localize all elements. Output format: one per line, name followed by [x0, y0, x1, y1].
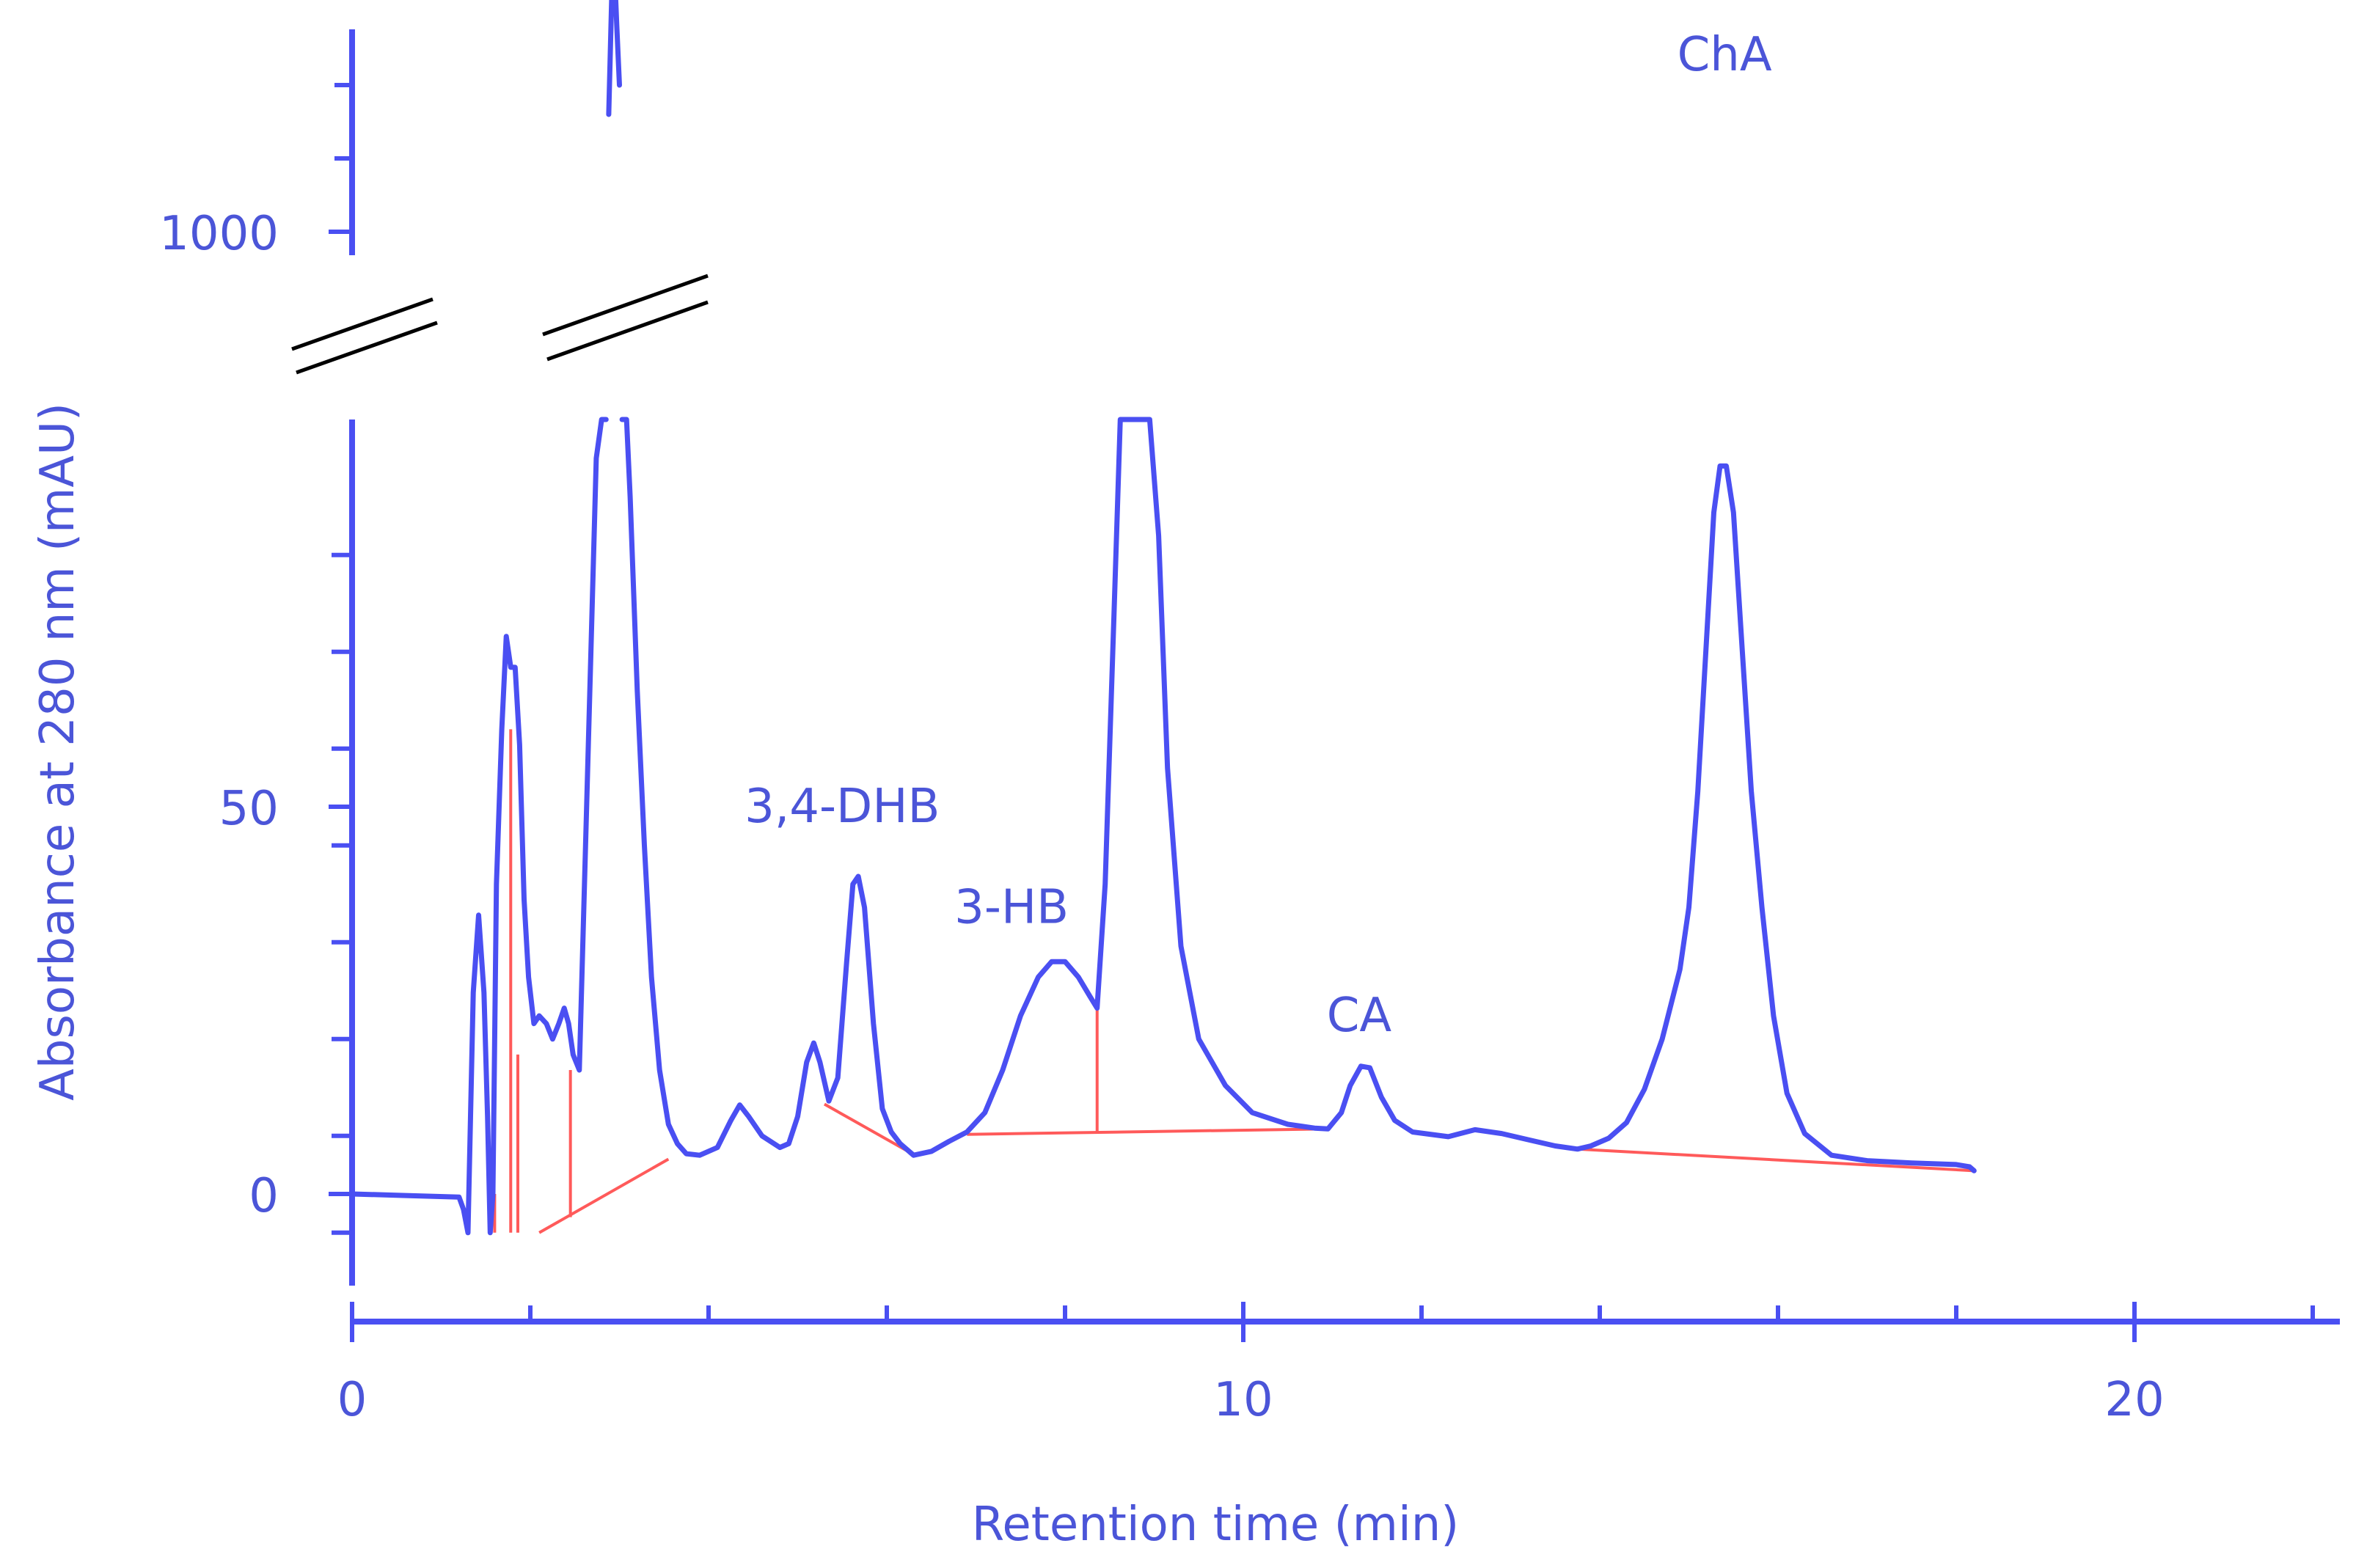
integration-baseline	[967, 1127, 1328, 1136]
axis-break-mark	[296, 320, 438, 375]
axis-break-mark	[546, 300, 709, 362]
x-tick-label: 10	[1213, 1373, 1273, 1427]
y-tick-label: 50	[219, 782, 279, 836]
y-axis-title: Absorbance at 280 nm (mAU)	[31, 403, 85, 1101]
peak-label: 3-HB	[954, 880, 1069, 934]
y-tick-label: 1000	[159, 207, 279, 261]
axes-group	[291, 29, 2340, 1325]
y-tick-group: 0 50 1000	[159, 83, 352, 1235]
integration-baseline	[1577, 1147, 1975, 1173]
integration-baseline	[823, 1102, 915, 1156]
y-tick-label: 0	[249, 1169, 279, 1223]
peak-label: 3,4-DHB	[745, 780, 940, 834]
baseline-group	[493, 729, 1975, 1234]
x-tick-label: 20	[2104, 1373, 2164, 1427]
x-tick-label: 0	[337, 1373, 367, 1427]
peak-label: CA	[1327, 989, 1392, 1043]
axis-break-mark	[291, 297, 433, 351]
chromatogram-line	[349, 0, 1977, 1236]
axis-break-mark	[542, 274, 709, 337]
integration-baseline	[538, 1157, 670, 1234]
x-axis-title: Retention time (min)	[972, 1498, 1460, 1552]
peak-label: ChA	[1678, 28, 1772, 82]
x-tick-group: 0 10 20	[337, 1302, 2315, 1427]
